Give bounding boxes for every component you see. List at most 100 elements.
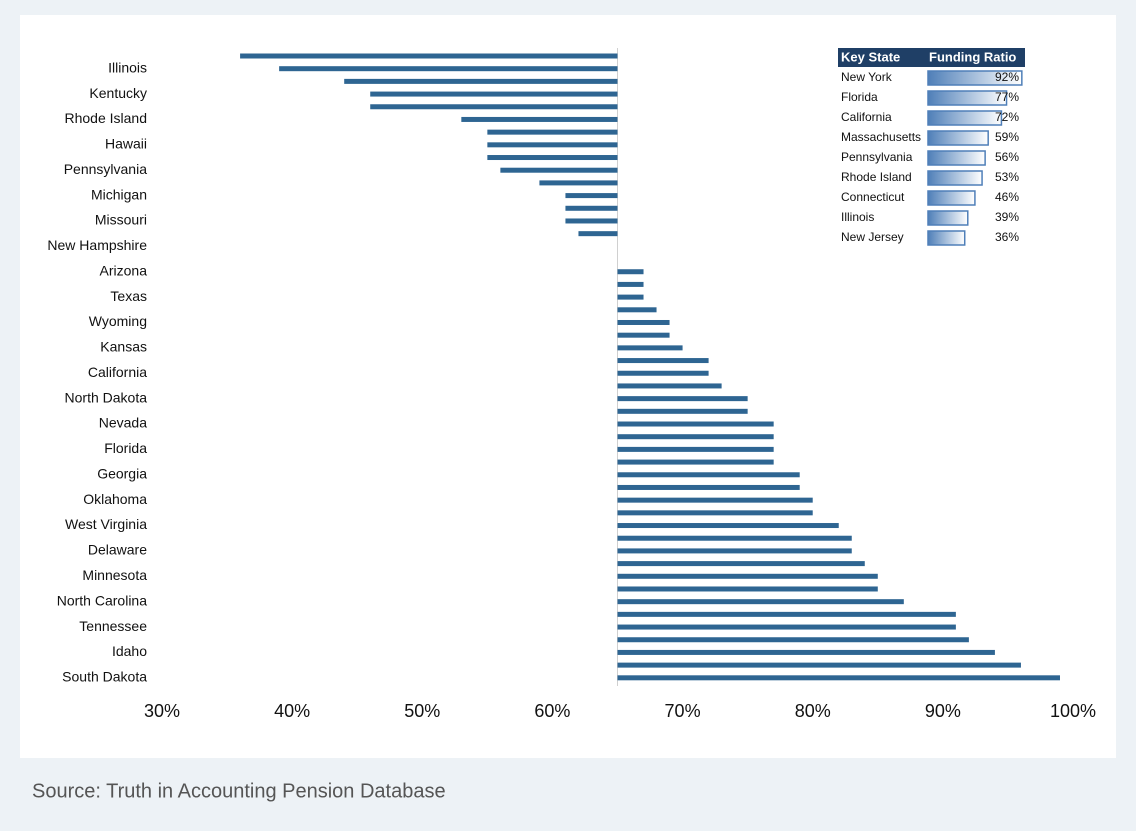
- y-tick-label: Oklahoma: [83, 491, 147, 507]
- bar: [617, 459, 774, 465]
- bar: [565, 218, 618, 224]
- inset-value: 72%: [995, 110, 1019, 124]
- bar: [617, 662, 1021, 668]
- bar: [617, 573, 878, 579]
- inset-value: 53%: [995, 170, 1019, 184]
- inset-bar: [927, 210, 969, 226]
- inset-state: California: [841, 110, 892, 124]
- y-tick-label: Texas: [110, 288, 147, 304]
- bar: [565, 205, 618, 211]
- inset-state: Pennsylvania: [841, 150, 913, 164]
- bar: [617, 269, 644, 275]
- bar: [617, 599, 904, 605]
- y-tick-label: Idaho: [112, 643, 147, 659]
- bar: [617, 332, 670, 338]
- bar: [617, 561, 865, 567]
- inset-value: 92%: [995, 70, 1019, 84]
- y-tick-label: Michigan: [91, 186, 147, 202]
- y-tick-label: Georgia: [97, 465, 147, 481]
- y-tick-label: California: [88, 364, 147, 380]
- bar: [617, 345, 683, 351]
- x-tick-label: 60%: [534, 701, 570, 721]
- bar: [344, 78, 618, 84]
- bar: [617, 649, 995, 655]
- x-tick-label: 100%: [1050, 701, 1096, 721]
- bar: [617, 396, 748, 402]
- inset-state: Florida: [841, 90, 878, 104]
- bar: [279, 66, 618, 72]
- bar: [370, 104, 618, 110]
- bar: [617, 497, 813, 503]
- inset-value: 36%: [995, 230, 1019, 244]
- y-tick-label: Kansas: [100, 339, 147, 355]
- y-tick-label: Tennessee: [79, 618, 147, 634]
- bar: [539, 180, 618, 186]
- y-tick-label: Kentucky: [89, 85, 147, 101]
- bar: [578, 231, 618, 237]
- inset-state: New Jersey: [841, 230, 904, 244]
- inset-bar: [927, 70, 1023, 86]
- inset-value: 39%: [995, 210, 1019, 224]
- y-tick-label: Rhode Island: [64, 110, 147, 126]
- inset-state: Massachusetts: [841, 130, 921, 144]
- x-tick-label: 50%: [404, 701, 440, 721]
- bar: [370, 91, 618, 97]
- panel: [20, 15, 1116, 758]
- inset-value: 77%: [995, 90, 1019, 104]
- y-tick-label: Arizona: [100, 262, 148, 278]
- bar: [617, 624, 956, 630]
- x-tick-label: 90%: [925, 701, 961, 721]
- inset-state: Rhode Island: [841, 170, 912, 184]
- x-tick-label: 80%: [795, 701, 831, 721]
- inset-bar: [927, 130, 989, 146]
- bar: [617, 434, 774, 440]
- source: Source: Truth in Accounting Pension Data…: [32, 780, 446, 802]
- bar: [617, 370, 709, 376]
- y-tick-label: Nevada: [99, 415, 147, 431]
- y-tick-label: North Carolina: [57, 592, 147, 608]
- inset-bar: [927, 190, 976, 206]
- inset-value: 59%: [995, 130, 1019, 144]
- bar: [617, 446, 774, 452]
- y-tick-label: South Dakota: [62, 669, 147, 685]
- bar: [487, 155, 618, 161]
- bar: [617, 586, 878, 592]
- y-tick-label: Minnesota: [82, 567, 147, 583]
- y-tick-label: Delaware: [88, 542, 147, 558]
- inset-value: 56%: [995, 150, 1019, 164]
- bar: [487, 142, 618, 148]
- bar: [617, 510, 813, 516]
- inset-header-text: Funding Ratio: [929, 49, 1016, 64]
- bar: [617, 675, 1060, 681]
- bar: [487, 129, 618, 135]
- y-tick-label: West Virginia: [65, 516, 147, 532]
- bar: [617, 637, 969, 643]
- inset-state: Connecticut: [841, 190, 905, 204]
- bar: [617, 548, 852, 554]
- inset-bar: [927, 90, 1008, 106]
- y-tick-label: Missouri: [95, 212, 147, 228]
- x-tick-label: 40%: [274, 701, 310, 721]
- y-tick-label: North Dakota: [65, 389, 148, 405]
- x-tick-label: 70%: [665, 701, 701, 721]
- bar: [617, 535, 852, 541]
- bar: [617, 281, 644, 287]
- y-tick-label: Florida: [104, 440, 147, 456]
- y-tick-label: Wyoming: [89, 313, 147, 329]
- bar: [617, 611, 956, 617]
- inset-state: Illinois: [841, 210, 874, 224]
- inset-bar: [927, 110, 1003, 126]
- inset-header: [838, 48, 1025, 67]
- inset-bar: [927, 230, 966, 246]
- inset-state: New York: [841, 70, 893, 84]
- inset-value: 46%: [995, 190, 1019, 204]
- inset-bar: [927, 170, 983, 186]
- bar: [617, 294, 644, 300]
- bar: [617, 383, 722, 389]
- bar: [240, 53, 618, 59]
- bar: [617, 472, 800, 478]
- inset-bar: [927, 150, 986, 166]
- y-tick-label: New Hampshire: [47, 237, 147, 253]
